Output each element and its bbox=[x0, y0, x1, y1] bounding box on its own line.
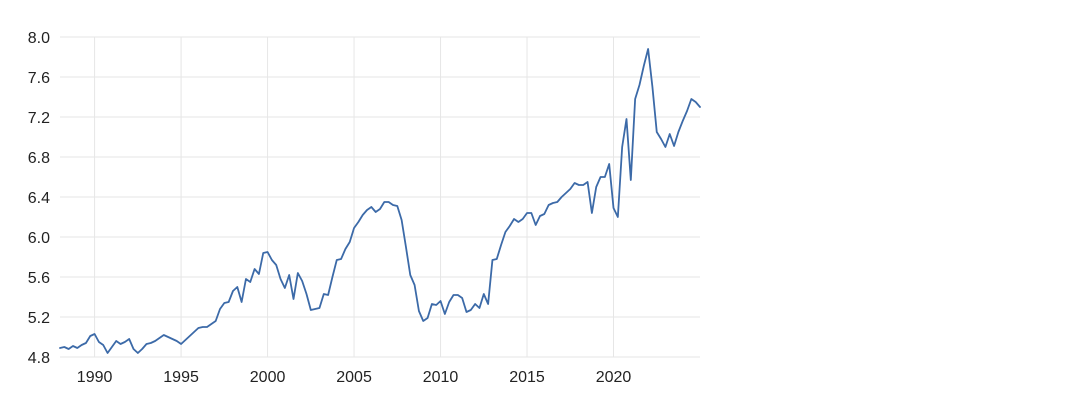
y-tick-label: 5.2 bbox=[28, 310, 50, 327]
x-tick-label: 2020 bbox=[596, 369, 632, 386]
y-tick-label: 6.4 bbox=[28, 190, 50, 207]
x-tick-label: 2010 bbox=[423, 369, 459, 386]
x-tick-label: 2000 bbox=[250, 369, 286, 386]
x-tick-label: 1995 bbox=[163, 369, 199, 386]
y-tick-label: 6.8 bbox=[28, 150, 50, 167]
series-layer bbox=[59, 48, 701, 354]
y-axis-tick-labels: 4.8 5.2 5.6 6.0 6.4 6.8 7.2 7.6 8.0 bbox=[28, 30, 50, 367]
y-tick-label: 6.0 bbox=[28, 230, 50, 247]
x-tick-label: 2005 bbox=[336, 369, 372, 386]
y-tick-label: 7.2 bbox=[28, 110, 50, 127]
y-tick-label: 8.0 bbox=[28, 30, 50, 47]
y-tick-label: 7.6 bbox=[28, 70, 50, 87]
grid-lines bbox=[60, 36, 700, 358]
series-line bbox=[59, 48, 701, 354]
x-axis-tick-labels: 1990 1995 2000 2005 2010 2015 2020 bbox=[77, 369, 632, 386]
x-tick-label: 2015 bbox=[509, 369, 545, 386]
y-tick-label: 4.8 bbox=[28, 350, 50, 367]
y-tick-label: 5.6 bbox=[28, 270, 50, 287]
x-tick-label: 1990 bbox=[77, 369, 113, 386]
